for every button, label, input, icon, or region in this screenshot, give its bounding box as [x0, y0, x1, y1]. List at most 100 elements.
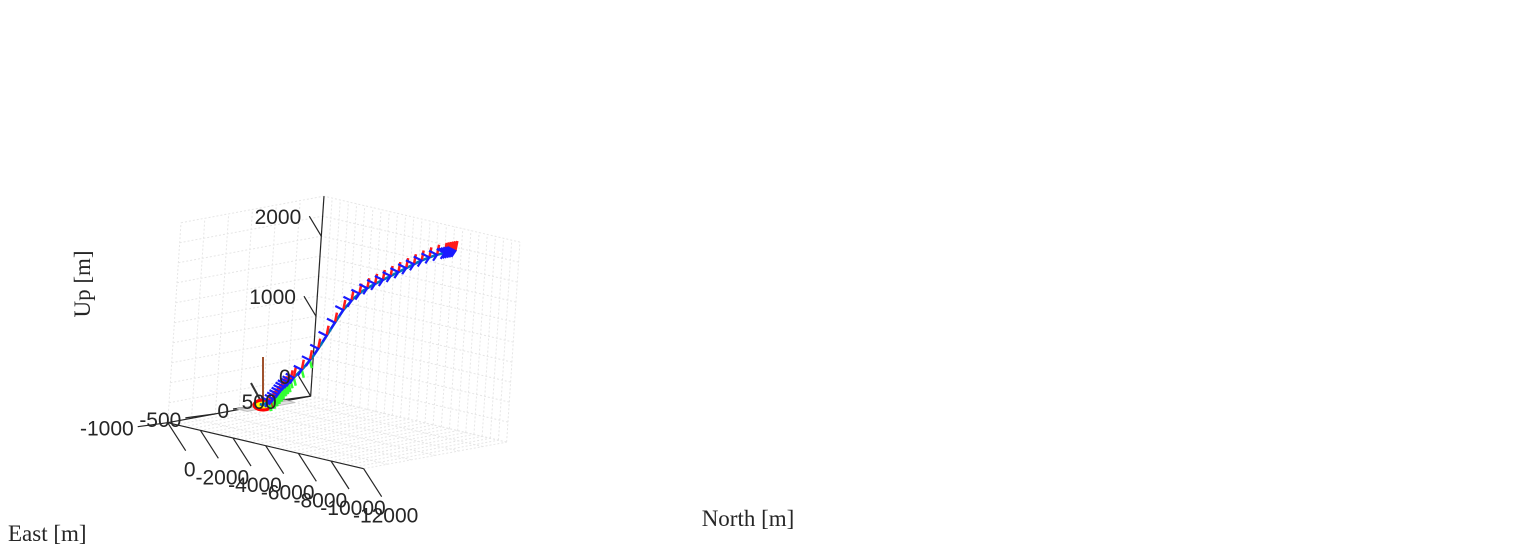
- grid-line-back-z: [323, 195, 521, 243]
- attitude-marker-red: [454, 240, 459, 252]
- grid-line-floor-n: [290, 424, 434, 452]
- attitude-marker-red: [316, 338, 322, 349]
- attitude-marker-blue: [389, 267, 400, 279]
- grid-line-side-z: [172, 315, 317, 344]
- grid-line-back-z: [314, 335, 511, 383]
- y-tick-label: -500: [139, 409, 181, 432]
- grid-line-back-n: [448, 228, 464, 429]
- grid-line-back-z: [315, 315, 513, 363]
- x-axis-title: North [m]: [702, 506, 795, 531]
- x-tick-label: -10000: [320, 497, 385, 520]
- attitude-marker-red: [308, 349, 314, 361]
- y-tick-label: 500: [242, 391, 277, 414]
- grid-line-back-n: [375, 211, 390, 412]
- grid-line-back-z: [311, 375, 509, 423]
- grid-line-side-z: [170, 355, 314, 384]
- attitude-marker-red: [373, 273, 379, 285]
- attitude-marker-red: [412, 253, 418, 265]
- grid-line-back-n: [367, 209, 382, 410]
- grid-line-floor-n: [216, 407, 360, 435]
- z-axis-line: [310, 196, 325, 397]
- grid-line-back-z: [319, 255, 517, 303]
- attitude-marker-blue: [374, 274, 385, 287]
- grid-line-side-e: [167, 222, 182, 423]
- attitude-marker-red: [342, 299, 347, 311]
- grid-line-floor-n: [314, 430, 458, 458]
- grid-line-floor-e: [191, 417, 388, 465]
- y-tick-label: -1000: [80, 418, 134, 441]
- attitude-marker-blue: [334, 305, 345, 317]
- attitude-marker-red: [397, 261, 402, 273]
- attitude-marker-blue: [382, 271, 393, 283]
- grid-line-back-n: [457, 230, 472, 431]
- grid-line-back-z: [318, 275, 515, 323]
- grid-line-back-n: [432, 224, 447, 425]
- z-tick-label: 1000: [249, 286, 296, 309]
- attitude-marker-blue: [405, 259, 416, 271]
- grid-line-floor-e: [239, 408, 436, 456]
- grid-line-side-z: [178, 235, 322, 264]
- attitude-marker-red: [420, 250, 425, 261]
- z-axis-title: Up [m]: [70, 250, 95, 317]
- x-tick-mark: [265, 445, 285, 475]
- x-tick-label: -12000: [353, 505, 418, 528]
- grid-line-back-n: [440, 226, 456, 427]
- attitude-marker-blue: [397, 263, 408, 275]
- grid-line-floor-e: [215, 413, 412, 461]
- attitude-marker-red: [292, 367, 297, 378]
- z-tick-mark: [303, 295, 317, 317]
- grid-line-floor-n: [306, 428, 450, 456]
- y-tick-mark: [185, 413, 216, 419]
- x-tick-label: -2000: [196, 466, 250, 489]
- attitude-marker-red: [381, 269, 387, 281]
- attitude-marker-blue: [446, 245, 457, 258]
- attitude-marker-blue: [326, 317, 337, 330]
- grid-line-floor-n: [232, 410, 377, 439]
- grid-line-back-n: [424, 222, 439, 423]
- attitude-marker-blue: [309, 343, 320, 356]
- x-tick-label: 0: [184, 459, 196, 482]
- attitude-marker-layer: [260, 240, 459, 412]
- attitude-marker-red: [333, 312, 339, 323]
- attitude-marker-blue: [282, 375, 293, 387]
- grid-line-side-z: [171, 335, 315, 364]
- grid-line-side-z: [180, 195, 325, 224]
- grid-line-floor-n: [224, 409, 368, 437]
- z-tick-label: 0: [279, 366, 291, 389]
- grid-line-back-n: [359, 207, 374, 408]
- attitude-marker-red: [325, 325, 330, 337]
- attitude-marker-blue: [436, 247, 447, 260]
- grid-line-side-z: [179, 215, 323, 244]
- attitude-marker-blue: [358, 283, 369, 295]
- x-tick-mark: [297, 453, 317, 482]
- grid-line-floor-n: [200, 403, 344, 431]
- x-tick-mark: [330, 460, 350, 490]
- attitude-marker-blue: [342, 295, 354, 308]
- z-tick-label: 2000: [255, 206, 302, 229]
- y-tick-mark: [280, 395, 311, 401]
- attitude-marker-blue: [428, 249, 439, 262]
- x-tick-mark: [232, 437, 252, 467]
- x-tick-label: -4000: [228, 474, 282, 497]
- attitude-marker-blue: [444, 246, 455, 258]
- grid-line-back-z: [313, 355, 510, 403]
- grid-layer: [167, 195, 521, 470]
- attitude-marker-blue: [301, 355, 312, 367]
- y-tick-label: 0: [217, 400, 229, 423]
- attitude-marker-blue: [350, 288, 362, 301]
- grid-line-side-z: [174, 295, 318, 324]
- grid-line-side-z: [175, 275, 319, 304]
- grid-line-side-z: [176, 255, 321, 284]
- y-axis-title: East [m]: [8, 521, 87, 546]
- attitude-marker-blue: [420, 252, 431, 265]
- z-tick-mark: [308, 215, 322, 237]
- grid-line-floor-e: [286, 400, 483, 448]
- attitude-marker-red: [389, 265, 394, 277]
- attitude-marker-red: [300, 359, 305, 370]
- x-tick-label: -6000: [261, 482, 315, 505]
- x-tick-mark: [363, 468, 383, 497]
- attitude-marker-blue: [366, 278, 377, 291]
- attitude-marker-red: [404, 257, 410, 269]
- attitude-marker-blue: [318, 330, 329, 343]
